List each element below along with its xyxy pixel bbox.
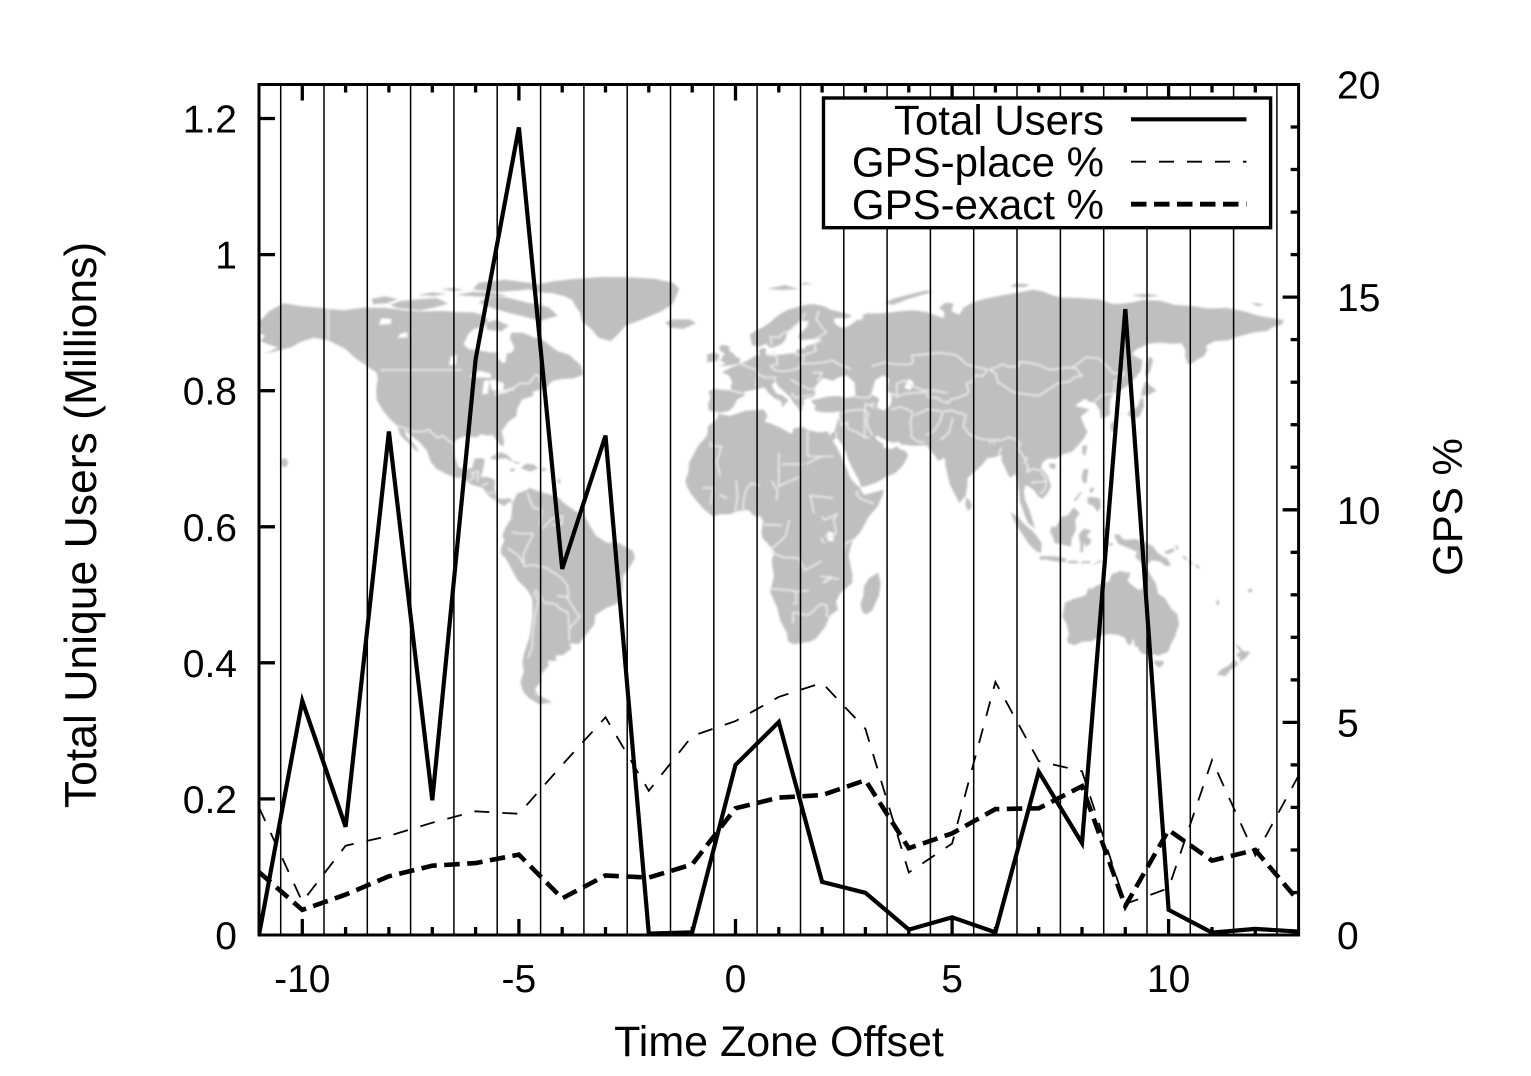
svg-text:Time Zone Offset: Time Zone Offset — [614, 1018, 944, 1066]
svg-text:5: 5 — [941, 958, 963, 1001]
svg-text:0.2: 0.2 — [183, 779, 237, 822]
svg-text:Total Users: Total Users — [894, 96, 1104, 143]
svg-text:0.8: 0.8 — [183, 371, 237, 414]
svg-text:Total Unique Users (Millions): Total Unique Users (Millions) — [57, 242, 106, 808]
svg-text:0.6: 0.6 — [183, 507, 237, 550]
svg-text:-10: -10 — [274, 958, 330, 1001]
svg-text:0.4: 0.4 — [183, 643, 237, 686]
svg-text:1.2: 1.2 — [183, 99, 237, 142]
svg-text:5: 5 — [1337, 702, 1359, 745]
svg-text:10: 10 — [1147, 958, 1190, 1001]
svg-text:20: 20 — [1337, 65, 1380, 108]
svg-text:1: 1 — [215, 235, 237, 278]
svg-text:GPS-exact %: GPS-exact % — [852, 181, 1104, 228]
svg-text:10: 10 — [1337, 490, 1380, 533]
svg-text:0: 0 — [725, 958, 747, 1001]
svg-text:15: 15 — [1337, 277, 1380, 320]
svg-text:0: 0 — [215, 915, 237, 958]
svg-text:GPS-place %: GPS-place % — [852, 139, 1104, 186]
svg-text:-5: -5 — [502, 958, 537, 1001]
svg-text:GPS %: GPS % — [1424, 438, 1471, 576]
svg-text:0: 0 — [1337, 915, 1359, 958]
